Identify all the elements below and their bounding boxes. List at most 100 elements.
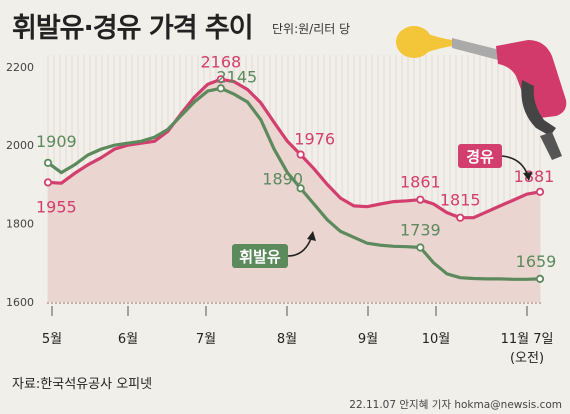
x-tick-label: 6월 — [118, 332, 138, 347]
baseline-dot — [522, 301, 526, 305]
legend-diesel: 경유 — [458, 144, 532, 181]
baseline-dot — [458, 301, 462, 305]
legend-diesel-label: 경유 — [466, 148, 494, 166]
baseline-dot — [366, 301, 370, 305]
baseline-dot — [46, 301, 50, 305]
baseline-dot — [314, 301, 318, 305]
data-label: 1890 — [262, 169, 303, 188]
baseline-dot — [190, 301, 194, 305]
baseline-dot — [238, 301, 242, 305]
legend-diesel-arrowhead — [523, 172, 532, 181]
y-tick-label: 1800 — [6, 218, 34, 231]
baseline-dot — [194, 301, 198, 305]
baseline-dot — [310, 301, 314, 305]
baseline-dot — [130, 301, 134, 305]
baseline-dot — [378, 301, 382, 305]
baseline-dot — [266, 301, 270, 305]
baseline-dot — [54, 301, 58, 305]
baseline-dot — [226, 301, 230, 305]
x-tick-label: 9월 — [358, 332, 378, 347]
x-tick-label: 5월 — [42, 332, 62, 347]
baseline-dot — [346, 301, 350, 305]
x-tick-label: 8월 — [277, 332, 297, 347]
baseline-dot — [502, 301, 506, 305]
baseline-dot — [514, 301, 518, 305]
baseline-dot — [354, 301, 358, 305]
y-axis: 1600 1800 2000 2200 — [6, 61, 34, 309]
baseline-dot — [106, 301, 110, 305]
legend-gasoline-box — [232, 244, 288, 268]
baseline-dot — [286, 301, 290, 305]
data-label: 1739 — [400, 221, 441, 240]
baseline-dot — [222, 301, 226, 305]
y-tick-label: 1600 — [6, 296, 34, 309]
baseline-dot — [110, 301, 114, 305]
baseline-dot — [422, 301, 426, 305]
series-marker — [296, 150, 305, 159]
data-label: 1815 — [440, 191, 481, 210]
legend-gasoline: 휘발유 — [232, 231, 316, 268]
baseline-dot — [342, 301, 346, 305]
baseline-dot — [534, 301, 538, 305]
baseline-dot — [530, 301, 534, 305]
baseline-dot — [494, 301, 498, 305]
series-line-gasoline — [47, 86, 541, 281]
baseline-dot — [218, 301, 222, 305]
data-label: 2145 — [217, 67, 258, 86]
chart-title: 휘발유·경유 가격 추이 — [12, 13, 254, 44]
baseline-dot — [94, 301, 98, 305]
baseline-dot — [282, 301, 286, 305]
baseline-dot — [466, 301, 470, 305]
baseline-dot — [246, 301, 250, 305]
baseline-dot — [538, 301, 542, 305]
series-marker — [296, 184, 305, 193]
series-marker — [43, 158, 53, 167]
baseline-dot — [82, 301, 86, 305]
baseline-dot — [98, 301, 102, 305]
baseline-dot — [102, 301, 106, 305]
baseline-dot — [394, 301, 398, 305]
baseline-dot — [402, 301, 406, 305]
baseline-dot — [198, 301, 202, 305]
baseline-dot — [86, 301, 90, 305]
baseline-dot — [358, 301, 362, 305]
baseline-dot — [50, 301, 54, 305]
baseline-dot — [70, 301, 74, 305]
baseline-dot — [486, 301, 490, 305]
oil-stream — [428, 34, 452, 52]
baseline-dot — [462, 301, 466, 305]
baseline-dot — [334, 301, 338, 305]
baseline-dot — [114, 301, 118, 305]
baseline-dot — [178, 301, 182, 305]
series-marker — [456, 213, 465, 222]
baseline-dot — [498, 301, 502, 305]
baseline-dot — [390, 301, 394, 305]
unit-label: 단위:원/리터 당 — [272, 22, 351, 36]
baseline-dot — [386, 301, 390, 305]
series-marker — [216, 75, 225, 84]
baseline-dot — [478, 301, 482, 305]
baseline-dot — [138, 301, 142, 305]
baseline-dot — [262, 301, 266, 305]
title-block: 휘발유·경유 가격 추이 — [12, 6, 254, 45]
baseline-dot — [234, 301, 238, 305]
baseline-dot — [278, 301, 282, 305]
baseline-dot — [426, 301, 430, 305]
data-label: 1659 — [516, 252, 557, 271]
baseline-dot — [206, 301, 210, 305]
baseline-dots — [46, 301, 542, 305]
baseline-dot — [290, 301, 294, 305]
baseline-dot — [298, 301, 302, 305]
baseline-dot — [294, 301, 298, 305]
baseline-dot — [162, 301, 166, 305]
baseline-dot — [406, 301, 410, 305]
baseline-dot — [170, 301, 174, 305]
baseline-dot — [182, 301, 186, 305]
baseline-dot — [506, 301, 510, 305]
credit-line: 22.11.07 안지혜 기자 hokma@newsis.com — [349, 399, 562, 411]
series-markers — [43, 75, 545, 283]
series-marker — [216, 84, 225, 93]
baseline-dot — [230, 301, 234, 305]
baseline-dot — [338, 301, 342, 305]
